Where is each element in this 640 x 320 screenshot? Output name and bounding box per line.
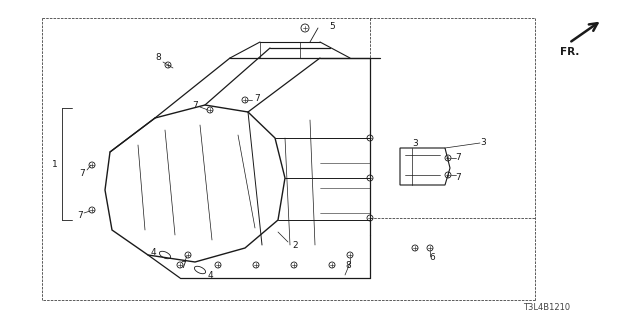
Text: FR.: FR. [560, 47, 579, 57]
Text: 6: 6 [429, 253, 435, 262]
Text: 3: 3 [480, 138, 486, 147]
Text: 1: 1 [52, 159, 58, 169]
Text: 7: 7 [455, 153, 461, 162]
Text: 7: 7 [77, 211, 83, 220]
Text: 7: 7 [455, 172, 461, 181]
Text: 7: 7 [254, 93, 260, 102]
Text: 8: 8 [345, 261, 351, 270]
Text: 3: 3 [412, 139, 418, 148]
Text: 8: 8 [155, 52, 161, 61]
Text: 7: 7 [192, 100, 198, 109]
Text: T3L4B1210: T3L4B1210 [523, 303, 570, 313]
Text: 7: 7 [180, 260, 186, 269]
Text: 2: 2 [292, 241, 298, 250]
Text: 5: 5 [329, 21, 335, 30]
Text: 7: 7 [79, 169, 85, 178]
Text: 4: 4 [207, 270, 213, 279]
Text: 4: 4 [150, 247, 156, 257]
